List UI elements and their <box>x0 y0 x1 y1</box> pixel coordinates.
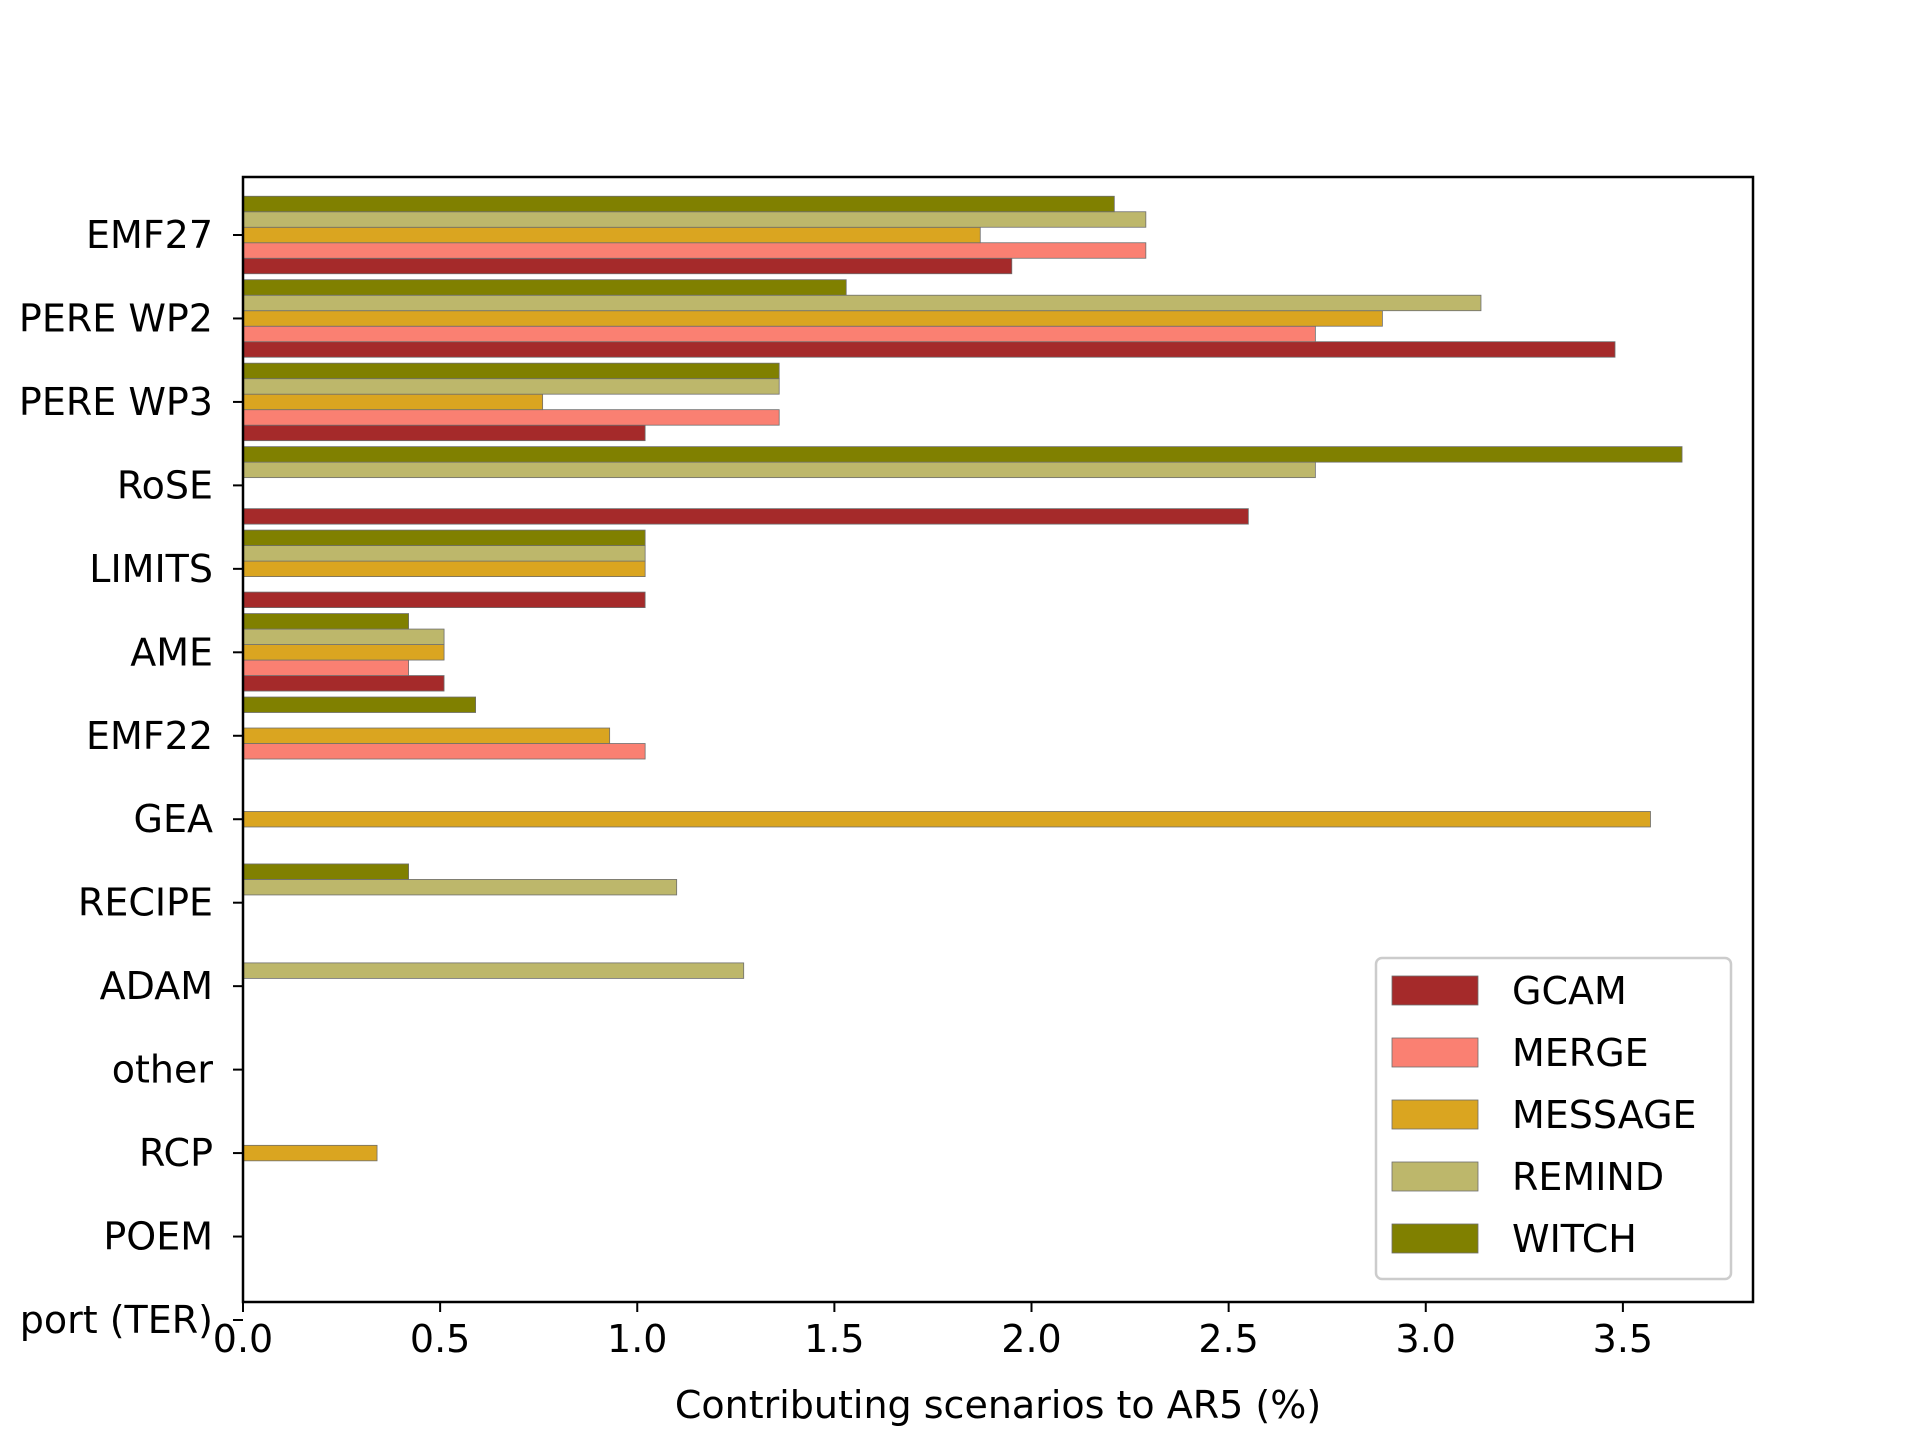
legend-label-remind: REMIND <box>1512 1155 1664 1199</box>
bar-gcam-0 <box>242 257 1013 275</box>
y-tick-label: RCP <box>139 1131 213 1175</box>
y-tick-label: other <box>112 1048 214 1092</box>
bar-message-5 <box>242 644 445 661</box>
y-tick-label: PERE WP2 <box>19 296 213 340</box>
bar-witch-3 <box>242 446 1683 463</box>
y-tick-label: EMF27 <box>86 213 213 257</box>
x-tick-label: 0.0 <box>213 1317 273 1361</box>
y-tick-label: GEA <box>134 797 213 841</box>
bar-merge-6 <box>242 743 646 760</box>
bar-message-7 <box>242 811 1651 828</box>
bar-remind-4 <box>242 545 646 562</box>
bar-merge-1 <box>242 325 1316 343</box>
legend-label-witch: WITCH <box>1512 1217 1637 1261</box>
legend-label-message: MESSAGE <box>1512 1093 1697 1137</box>
legend-swatch-witch <box>1391 1223 1479 1254</box>
legend-swatch-remind <box>1391 1161 1479 1192</box>
y-tick-label: port (TER) <box>20 1298 213 1342</box>
bar-witch-0 <box>242 195 1115 213</box>
bar-message-6 <box>242 727 611 744</box>
bar-merge-2 <box>242 409 780 426</box>
bar-remind-0 <box>242 211 1147 228</box>
bar-remind-5 <box>242 628 445 645</box>
y-tick-label: AME <box>130 630 213 674</box>
bar-message-1 <box>242 310 1383 327</box>
y-tick-label: LIMITS <box>89 547 213 591</box>
x-axis-label: Contributing scenarios to AR5 (%) <box>675 1383 1321 1427</box>
bar-witch-2 <box>242 362 780 380</box>
legend-swatch-merge <box>1391 1037 1479 1068</box>
x-tick-label: 2.0 <box>1001 1317 1061 1361</box>
bar-remind-9 <box>242 962 745 979</box>
bar-remind-1 <box>242 294 1482 312</box>
y-tick-label: EMF22 <box>86 714 213 758</box>
bar-merge-5 <box>242 659 409 676</box>
y-axis: EMF27 PERE WP2 PERE WP3 RoSE LIMITS AME EMF22 G… <box>19 213 243 1342</box>
legend: GCAM MERGE MESSAGE REMIND WITCH <box>1374 956 1733 1281</box>
bar-witch-4 <box>242 529 646 546</box>
bar-message-0 <box>242 226 981 244</box>
bar-gcam-2 <box>242 424 646 442</box>
legend-label-merge: MERGE <box>1512 1031 1649 1075</box>
bar-witch-8 <box>242 863 409 880</box>
plot-frame <box>241 175 1755 1304</box>
bar-remind-3 <box>242 461 1316 479</box>
x-tick-label: 2.5 <box>1198 1317 1258 1361</box>
legend-swatch-gcam <box>1391 975 1479 1006</box>
bar-gcam-3 <box>242 508 1249 525</box>
y-tick-label: ADAM <box>100 964 213 1008</box>
bar-remind-2 <box>242 378 780 395</box>
bar-gcam-4 <box>242 591 646 608</box>
x-tick-label: 3.0 <box>1396 1317 1456 1361</box>
legend-label-gcam: GCAM <box>1512 969 1627 1013</box>
bar-witch-6 <box>242 696 477 713</box>
y-tick-label: POEM <box>103 1215 213 1259</box>
bar-merge-0 <box>242 242 1147 259</box>
x-axis: 0.0 0.5 1.0 1.5 2.0 2.5 3.0 3.5 <box>213 1302 1653 1361</box>
bar-remind-8 <box>242 879 678 896</box>
y-tick-label: RoSE <box>117 463 213 507</box>
y-tick-label: RECIPE <box>78 881 213 925</box>
y-tick-label: PERE WP3 <box>19 380 213 424</box>
x-tick-label: 3.5 <box>1593 1317 1653 1361</box>
x-tick-label: 1.5 <box>804 1317 864 1361</box>
x-tick-label: 0.5 <box>410 1317 470 1361</box>
bar-gcam-5 <box>242 675 445 692</box>
bar-witch-5 <box>242 613 409 630</box>
bar-message-11 <box>242 1144 378 1162</box>
x-tick-label: 1.0 <box>607 1317 667 1361</box>
legend-swatch-message <box>1391 1099 1479 1130</box>
bar-message-4 <box>242 560 646 577</box>
bar-gcam-1 <box>242 341 1616 358</box>
bar-message-2 <box>242 393 544 411</box>
bar-witch-1 <box>242 279 847 296</box>
